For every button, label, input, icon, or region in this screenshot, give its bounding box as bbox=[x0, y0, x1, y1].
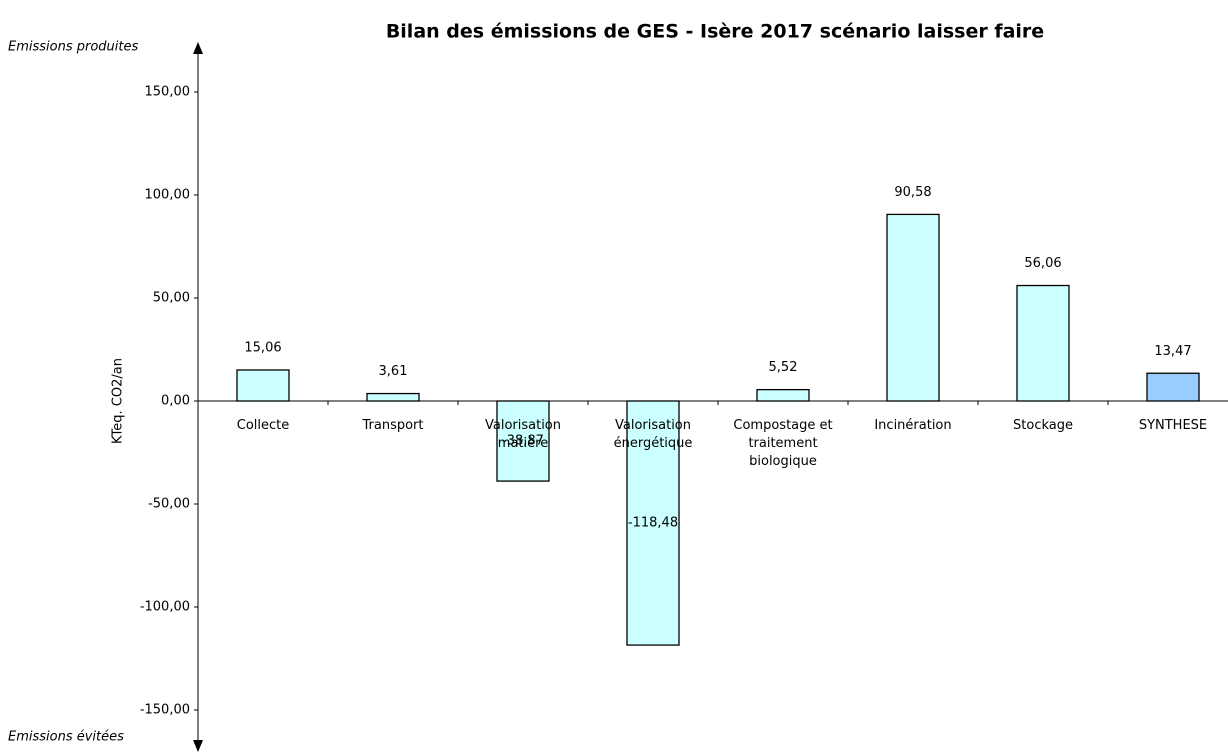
y-tick-label: -100,00 bbox=[140, 600, 190, 615]
value-label: 13,47 bbox=[1154, 344, 1191, 359]
bar bbox=[1016, 284, 1070, 402]
y-tick-label: 150,00 bbox=[145, 85, 191, 100]
bar bbox=[756, 388, 810, 402]
bar bbox=[236, 369, 290, 402]
value-label: 15,06 bbox=[244, 340, 281, 355]
bar bbox=[366, 392, 420, 402]
y-tick-label: 0,00 bbox=[161, 394, 190, 409]
arrow bbox=[193, 42, 203, 54]
bar bbox=[626, 400, 680, 646]
chart-title: Bilan des émissions de GES - Isère 2017 … bbox=[386, 21, 1044, 43]
x-tick-label: Stockage bbox=[1013, 418, 1073, 433]
x-tick-label: SYNTHESE bbox=[1138, 418, 1208, 433]
bar bbox=[1146, 372, 1200, 402]
x-tick-label: Valorisation matière bbox=[484, 418, 561, 451]
value-label: 3,61 bbox=[379, 364, 408, 379]
y-tick-label: -150,00 bbox=[140, 703, 190, 718]
y-tick-label: -50,00 bbox=[148, 497, 190, 512]
value-label: -118,48 bbox=[628, 516, 678, 531]
value-label: 90,58 bbox=[894, 185, 931, 200]
value-label: 56,06 bbox=[1024, 256, 1061, 271]
y-tick-label: 50,00 bbox=[153, 291, 190, 306]
value-label: 5,52 bbox=[769, 360, 798, 375]
arrow bbox=[193, 740, 203, 752]
annotation: Emissions produites bbox=[8, 40, 138, 55]
y-axis-label: KTeq. CO2/an bbox=[111, 358, 126, 444]
x-tick-label: Compostage et traitement biologique bbox=[733, 418, 833, 469]
annotation: Emissions évitées bbox=[8, 730, 124, 745]
x-tick-label: Collecte bbox=[236, 418, 290, 433]
value-label: -38,87 bbox=[502, 434, 544, 449]
y-tick-label: 100,00 bbox=[145, 188, 191, 203]
x-tick-label: Incinération bbox=[874, 418, 952, 433]
x-tick-label: Valorisation énergétique bbox=[613, 418, 693, 451]
x-tick-label: Transport bbox=[362, 418, 424, 433]
bar bbox=[886, 213, 940, 402]
